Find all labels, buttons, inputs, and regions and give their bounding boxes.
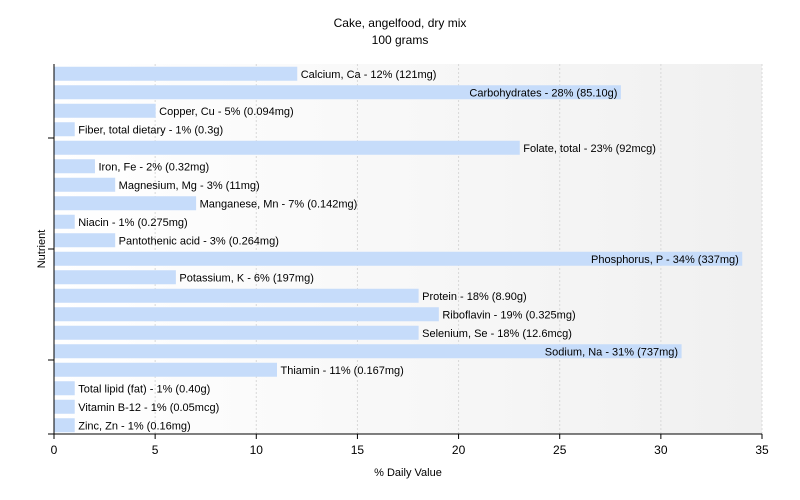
bar (54, 251, 743, 266)
bar (54, 362, 278, 377)
bar-label: Iron, Fe - 2% (0.32mg) (98, 161, 209, 173)
bar-label: Sodium, Na - 31% (737mg) (545, 346, 678, 358)
bar-label: Phosphorus, P - 34% (337mg) (591, 254, 739, 266)
bar-label: Potassium, K - 6% (197mg) (179, 272, 314, 284)
bar (54, 325, 419, 340)
bar-label: Niacin - 1% (0.275mg) (78, 217, 187, 229)
bar (54, 381, 75, 396)
bar (54, 177, 116, 192)
bar-label: Folate, total - 23% (92mcg) (523, 143, 656, 155)
bar-label: Fiber, total dietary - 1% (0.3g) (78, 124, 223, 136)
bar (54, 233, 116, 248)
x-tick-label: 5 (152, 443, 159, 457)
bar-label: Thiamin - 11% (0.167mg) (281, 365, 404, 377)
bar (54, 288, 419, 303)
label-layer: Calcium, Ca - 12% (121mg) Carbohydrates -… (78, 69, 739, 433)
x-tick-label: 25 (553, 443, 567, 457)
plot-area (54, 64, 762, 434)
x-tick-label: 10 (250, 443, 264, 457)
bar (54, 418, 75, 433)
bar (54, 399, 75, 414)
bar-label: Protein - 18% (8.90g) (422, 291, 527, 303)
bar-label: Total lipid (fat) - 1% (0.40g) (78, 383, 210, 395)
bar-label: Magnesium, Mg - 3% (11mg) (119, 180, 260, 192)
bar-layer (54, 66, 743, 433)
bar (54, 140, 520, 155)
bar (54, 196, 197, 211)
bar (54, 85, 621, 100)
bar-label: Pantothenic acid - 3% (0.264mg) (119, 235, 279, 247)
y-axis-label: Nutrient (36, 230, 48, 269)
bar-label: Selenium, Se - 18% (12.6mcg) (422, 328, 572, 340)
bar-label: Vitamin B-12 - 1% (0.05mcg) (78, 402, 219, 414)
axis-layer: 0 5 10 15 20 25 30 35 (48, 137, 769, 457)
bar (54, 214, 75, 229)
bar (54, 66, 298, 81)
bar-label: Carbohydrates - 28% (85.10g) (469, 87, 617, 99)
bar (54, 122, 75, 137)
bar-label: Copper, Cu - 5% (0.094mg) (159, 106, 294, 118)
bar-label: Riboflavin - 19% (0.325mg) (442, 309, 575, 321)
bar (54, 307, 439, 322)
bar (54, 344, 682, 359)
bar (54, 270, 176, 285)
x-axis-label: % Daily Value (374, 467, 442, 479)
chart-subtitle: 100 grams (372, 33, 429, 47)
bar-label: Zinc, Zn - 1% (0.16mg) (78, 420, 190, 432)
x-tick-label: 30 (654, 443, 668, 457)
bar-label: Manganese, Mn - 7% (0.142mg) (200, 198, 358, 210)
x-tick-label: 20 (452, 443, 466, 457)
chart-title: Cake, angelfood, dry mix (334, 16, 467, 30)
bar-label: Calcium, Ca - 12% (121mg) (301, 69, 437, 81)
x-tick-label: 0 (51, 443, 58, 457)
x-tick-label: 15 (351, 443, 365, 457)
grid-layer (154, 64, 763, 434)
bar (54, 103, 156, 118)
bar (54, 159, 95, 174)
x-tick-label: 35 (755, 443, 769, 457)
